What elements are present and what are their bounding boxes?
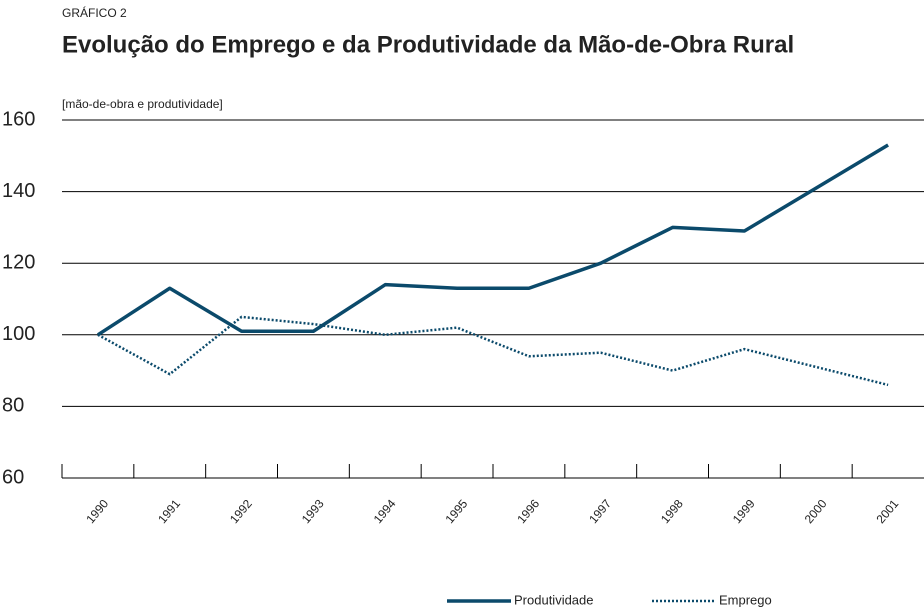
y-tick-label: 120 [2, 251, 35, 273]
chart-subtitle: GRÁFICO 2 [62, 5, 127, 20]
x-tick-label: 1994 [371, 496, 399, 526]
x-tick-label: 1997 [586, 496, 614, 526]
legend-label: Emprego [719, 592, 772, 607]
x-tick-label: 2001 [874, 496, 902, 526]
x-tick-label: 1992 [227, 496, 255, 526]
x-tick-label: 1998 [658, 496, 686, 526]
y-tick-label: 140 [2, 180, 35, 202]
x-tick-label: 1993 [299, 496, 327, 526]
y-tick-label: 80 [2, 395, 24, 417]
y-axis-label: [mão-de-obra e produtividade] [62, 97, 223, 111]
x-tick-label: 1990 [83, 496, 111, 526]
x-tick-label: 1991 [155, 496, 183, 526]
series-line [96, 143, 889, 337]
x-tick-label: 1996 [514, 496, 542, 526]
legend-label: Produtividade [514, 592, 594, 607]
y-tick-label: 160 [2, 108, 35, 130]
x-tick-label: 2000 [802, 496, 830, 526]
series-line [97, 315, 889, 387]
y-tick-label: 100 [2, 323, 35, 345]
y-tick-label: 60 [2, 466, 24, 488]
chart-title: Evolução do Emprego e da Produtividade d… [62, 31, 794, 58]
x-tick-label: 1999 [730, 496, 758, 526]
x-tick-label: 1995 [443, 496, 471, 526]
